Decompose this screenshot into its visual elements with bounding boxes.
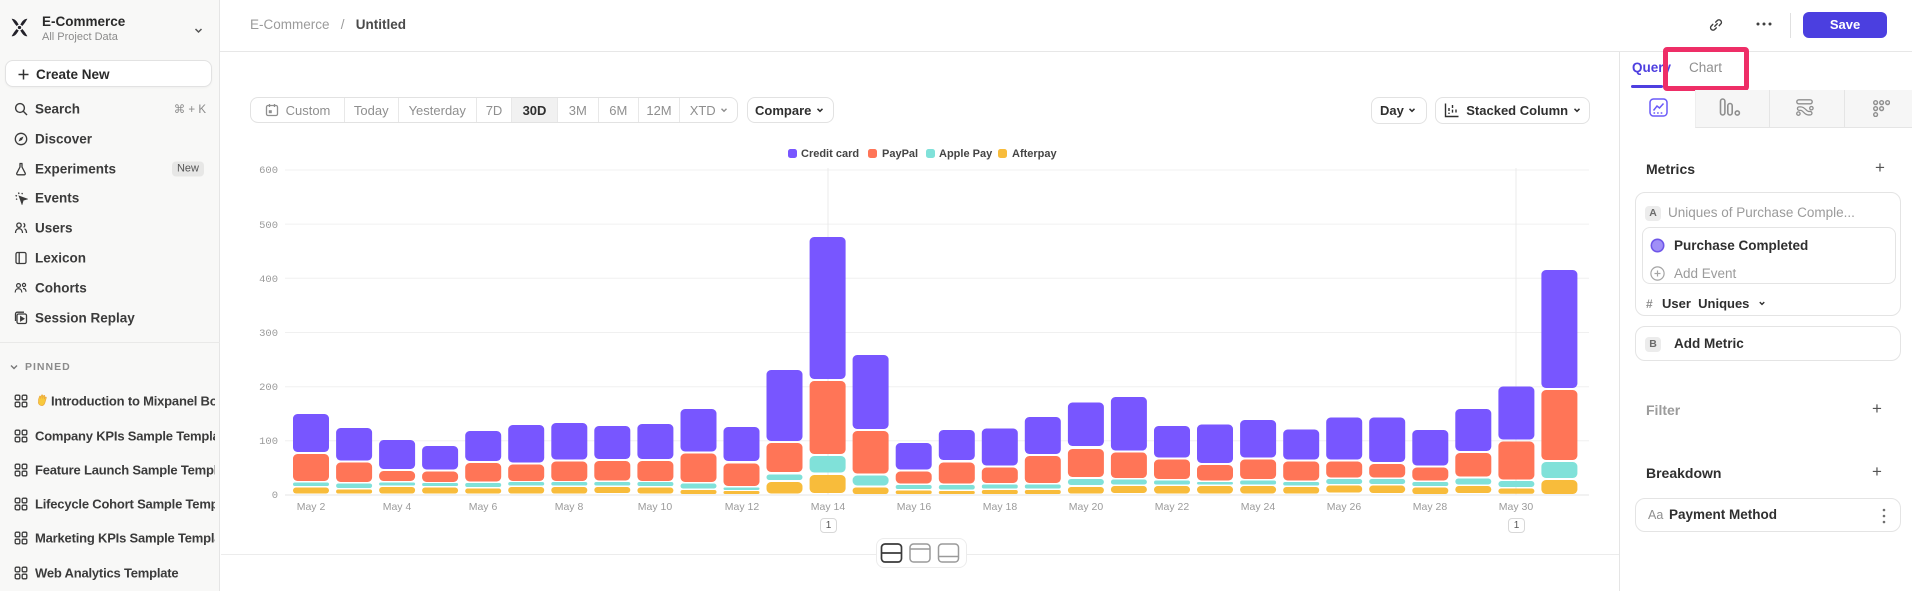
svg-text:May 6: May 6 — [469, 501, 498, 513]
svg-text:500: 500 — [259, 220, 278, 232]
svg-text:May 18: May 18 — [983, 501, 1018, 513]
svg-text:May 28: May 28 — [1413, 501, 1448, 513]
svg-text:May 2: May 2 — [297, 501, 326, 513]
svg-text:May 22: May 22 — [1155, 501, 1190, 513]
svg-text:400: 400 — [259, 274, 278, 286]
svg-text:May 26: May 26 — [1327, 501, 1362, 513]
svg-text:600: 600 — [259, 165, 278, 177]
svg-text:200: 200 — [259, 382, 278, 394]
svg-text:May 16: May 16 — [897, 501, 932, 513]
svg-text:May 24: May 24 — [1241, 501, 1276, 513]
svg-text:300: 300 — [259, 328, 278, 340]
svg-text:May 10: May 10 — [638, 501, 673, 513]
svg-text:May 12: May 12 — [725, 501, 760, 513]
svg-text:May 30: May 30 — [1499, 501, 1534, 513]
svg-text:May 20: May 20 — [1069, 501, 1104, 513]
svg-text:May 14: May 14 — [811, 501, 846, 513]
svg-text:100: 100 — [259, 436, 278, 448]
svg-text:May 8: May 8 — [555, 501, 584, 513]
svg-text:0: 0 — [272, 490, 278, 502]
svg-text:May 4: May 4 — [383, 501, 412, 513]
